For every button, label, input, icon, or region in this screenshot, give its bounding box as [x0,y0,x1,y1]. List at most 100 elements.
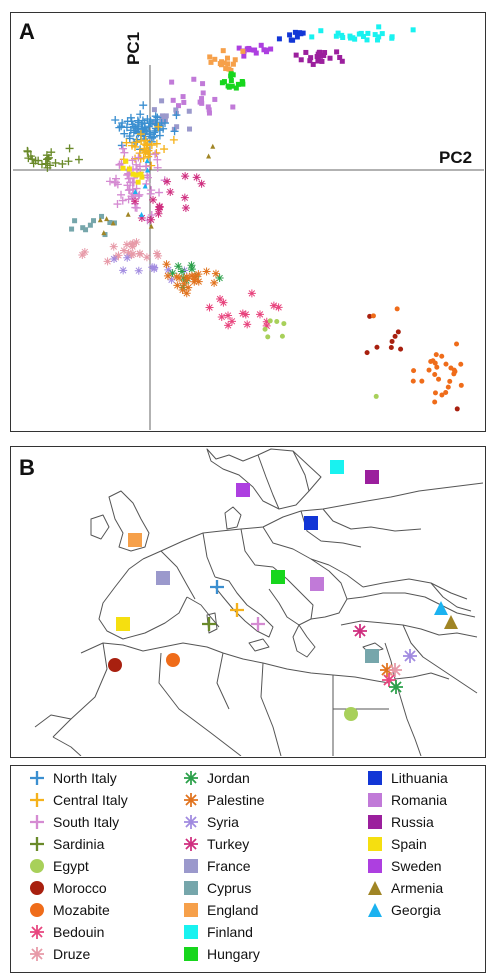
point-armenia [210,143,216,149]
point-turkey [131,197,140,206]
legend-marker-england [184,903,198,917]
legend-marker-turkey [184,837,198,851]
point-south-italy [110,178,119,187]
point-bedouin [262,317,271,326]
point-finland [335,30,341,36]
legend-label-palestine: Palestine [207,792,265,808]
point-russia [307,58,313,64]
legend-marker-cyprus [184,881,198,895]
point-armenia [148,223,154,229]
map-marker-central-italy [230,603,244,617]
legend-marker-jordan [184,771,198,785]
point-south-italy [151,150,160,159]
point-mozabite [448,365,454,371]
point-mozabite [433,352,439,358]
legend-marker-sweden [368,859,382,873]
point-egypt [265,334,271,340]
map-marker-bedouin [382,673,396,687]
point-romania [200,81,206,87]
point-spain [123,158,129,164]
point-russia [337,55,343,61]
point-armenia [97,217,103,223]
point-palestine [182,273,191,282]
legend-marker-hungary [184,947,198,961]
point-england [220,48,226,54]
point-england [230,61,236,67]
point-palestine [211,269,220,278]
map-marker-druze [388,663,402,677]
scatter-points [23,24,464,412]
point-south-italy [128,178,137,187]
point-finland [360,33,366,39]
point-druze [122,240,131,249]
point-druze [154,251,163,260]
point-finland [348,35,354,41]
point-sweden [244,46,250,52]
point-egypt [274,319,280,325]
point-druze [124,248,133,257]
point-sardinia [43,154,52,163]
point-finland [365,30,371,36]
point-morocco [374,344,380,350]
legend-label-lithuania: Lithuania [391,770,448,786]
point-druze [153,249,162,258]
legend-marker-sardinia [30,837,44,851]
point-sardinia [31,156,40,165]
point-russia [322,50,328,56]
point-france [159,113,165,119]
pca-scatter-panel: A PC1 PC2 [10,12,486,432]
point-central-italy [136,130,145,139]
point-palestine [190,275,199,284]
point-south-italy [143,171,152,180]
point-bedouin [224,321,233,330]
point-mozabite [432,390,438,396]
point-morocco [364,350,370,356]
point-central-italy [154,122,163,131]
point-south-italy [123,181,132,190]
legend-label-sweden: Sweden [391,858,442,874]
point-egypt [373,393,379,399]
map-marker-syria [403,649,417,663]
point-palestine [190,277,199,286]
point-finland [410,27,416,33]
legend-marker-mozabite [30,903,44,917]
point-syria [123,253,132,262]
point-sardinia [51,158,60,167]
point-druze [103,257,112,266]
point-south-italy [134,153,143,162]
point-cyprus [111,220,117,226]
point-hungary [229,83,235,89]
legend-marker-romania [368,793,382,807]
legend-label-romania: Romania [391,792,447,808]
legend-marker-egypt [30,859,44,873]
point-druze [109,242,118,251]
point-sweden [268,46,274,52]
map-marker-sardinia [202,617,216,631]
point-france [151,107,157,113]
point-egypt [262,326,268,332]
point-north-italy [136,110,145,119]
point-central-italy [152,139,161,148]
point-finland [358,31,364,37]
point-south-italy [117,190,126,199]
point-france [187,126,193,132]
point-cyprus [69,226,75,232]
point-mozabite [447,378,453,384]
point-mozabite [436,376,442,382]
legend-label-druze: Druze [53,946,91,962]
point-north-italy [161,119,169,128]
map-marker-morocco [108,658,122,672]
point-palestine [194,270,203,279]
point-russia [293,52,299,58]
point-south-italy [128,156,137,165]
point-bedouin [216,295,225,304]
map-marker-mozabite [166,653,180,667]
point-finland [375,37,381,43]
point-morocco [398,346,404,352]
map-marker-georgia [434,601,448,615]
legend-marker-georgia [368,903,382,917]
point-south-italy [155,188,164,197]
point-mozabite [410,378,416,384]
point-syria [164,265,173,274]
point-druze [142,253,151,262]
